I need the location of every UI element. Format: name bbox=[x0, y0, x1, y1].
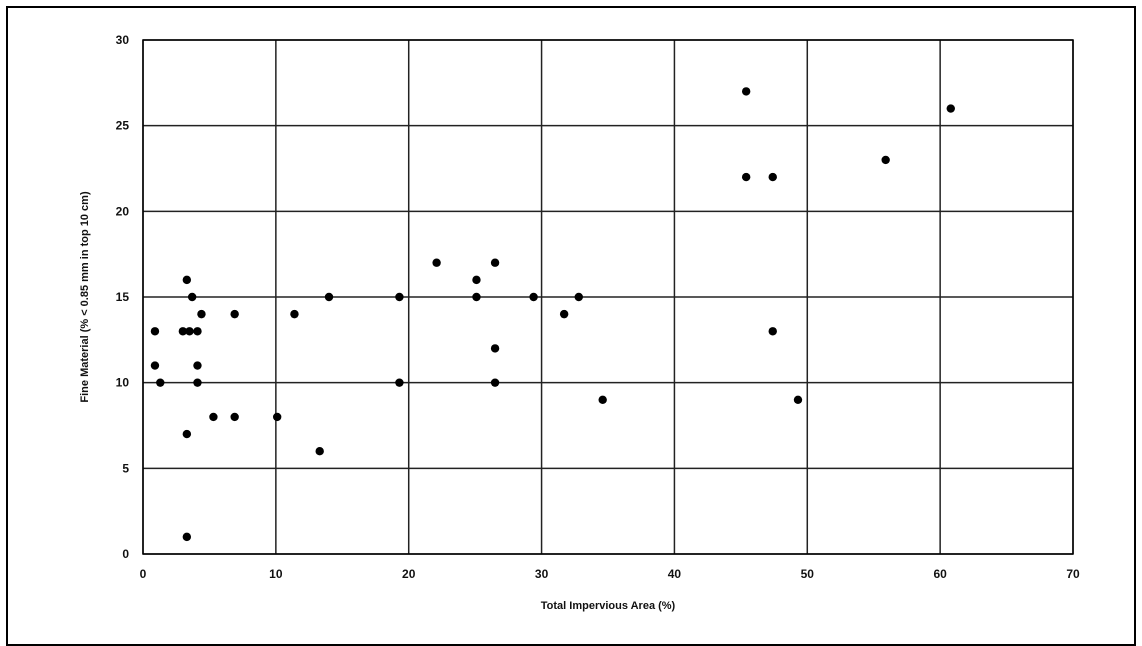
data-point bbox=[150, 361, 160, 370]
data-point bbox=[574, 292, 583, 302]
data-point bbox=[230, 309, 239, 319]
data-point bbox=[156, 378, 165, 387]
data-point bbox=[182, 429, 192, 439]
grid bbox=[142, 39, 1074, 555]
y-tick-label: 0 bbox=[122, 547, 129, 561]
data-point bbox=[193, 327, 202, 336]
data-point bbox=[193, 378, 202, 387]
data-point bbox=[182, 275, 192, 285]
data-point bbox=[472, 292, 481, 302]
scatter-chart: 0 10 20 30 40 50 60 70 0 5 10 15 20 25 30 Total Imper… bbox=[79, 33, 1080, 612]
data-point bbox=[559, 309, 569, 319]
data-point bbox=[395, 292, 404, 302]
data-point bbox=[182, 532, 192, 542]
data-point bbox=[315, 447, 324, 456]
y-axis-ticks: 0 5 10 15 20 25 30 bbox=[116, 33, 130, 561]
data-point bbox=[741, 87, 751, 96]
x-tick-label: 20 bbox=[402, 567, 416, 581]
plot-area-border bbox=[142, 39, 1074, 555]
data-point bbox=[881, 155, 890, 165]
data-point bbox=[150, 327, 160, 336]
x-axis-ticks: 0 10 20 30 40 50 60 70 bbox=[140, 567, 1080, 581]
data-point bbox=[490, 344, 500, 353]
data-point bbox=[741, 172, 751, 182]
y-tick-label: 30 bbox=[116, 33, 130, 47]
data-point bbox=[178, 327, 188, 336]
y-tick-label: 10 bbox=[116, 376, 130, 390]
data-point bbox=[946, 104, 955, 113]
x-tick-label: 50 bbox=[801, 567, 815, 581]
data-point bbox=[187, 292, 197, 302]
data-point bbox=[197, 309, 206, 319]
data-point bbox=[209, 412, 218, 422]
data-point bbox=[324, 292, 334, 302]
y-tick-label: 5 bbox=[122, 461, 129, 475]
data-point bbox=[272, 412, 282, 422]
data-points bbox=[150, 87, 955, 542]
data-point bbox=[185, 327, 194, 336]
data-point bbox=[768, 172, 777, 182]
x-tick-label: 10 bbox=[269, 567, 283, 581]
data-point bbox=[529, 292, 538, 302]
data-point bbox=[230, 412, 239, 422]
y-tick-label: 15 bbox=[116, 290, 130, 304]
y-axis-title: Fine Material (% < 0.85 mm in top 10 cm) bbox=[79, 191, 91, 403]
data-point bbox=[472, 275, 481, 285]
x-tick-label: 0 bbox=[140, 567, 147, 581]
data-point bbox=[432, 258, 441, 267]
y-tick-label: 20 bbox=[116, 204, 130, 218]
data-point bbox=[490, 258, 500, 267]
data-point bbox=[490, 378, 500, 387]
data-point bbox=[768, 327, 777, 336]
data-point bbox=[793, 395, 803, 404]
x-tick-label: 70 bbox=[1066, 567, 1080, 581]
data-point bbox=[193, 361, 202, 370]
x-tick-label: 40 bbox=[668, 567, 682, 581]
y-tick-label: 25 bbox=[116, 119, 130, 133]
data-point bbox=[290, 309, 299, 319]
data-point bbox=[598, 395, 607, 404]
x-tick-label: 30 bbox=[535, 567, 549, 581]
data-point bbox=[395, 378, 404, 387]
x-axis-title: Total Impervious Area (%) bbox=[541, 600, 676, 612]
x-tick-label: 60 bbox=[933, 567, 947, 581]
